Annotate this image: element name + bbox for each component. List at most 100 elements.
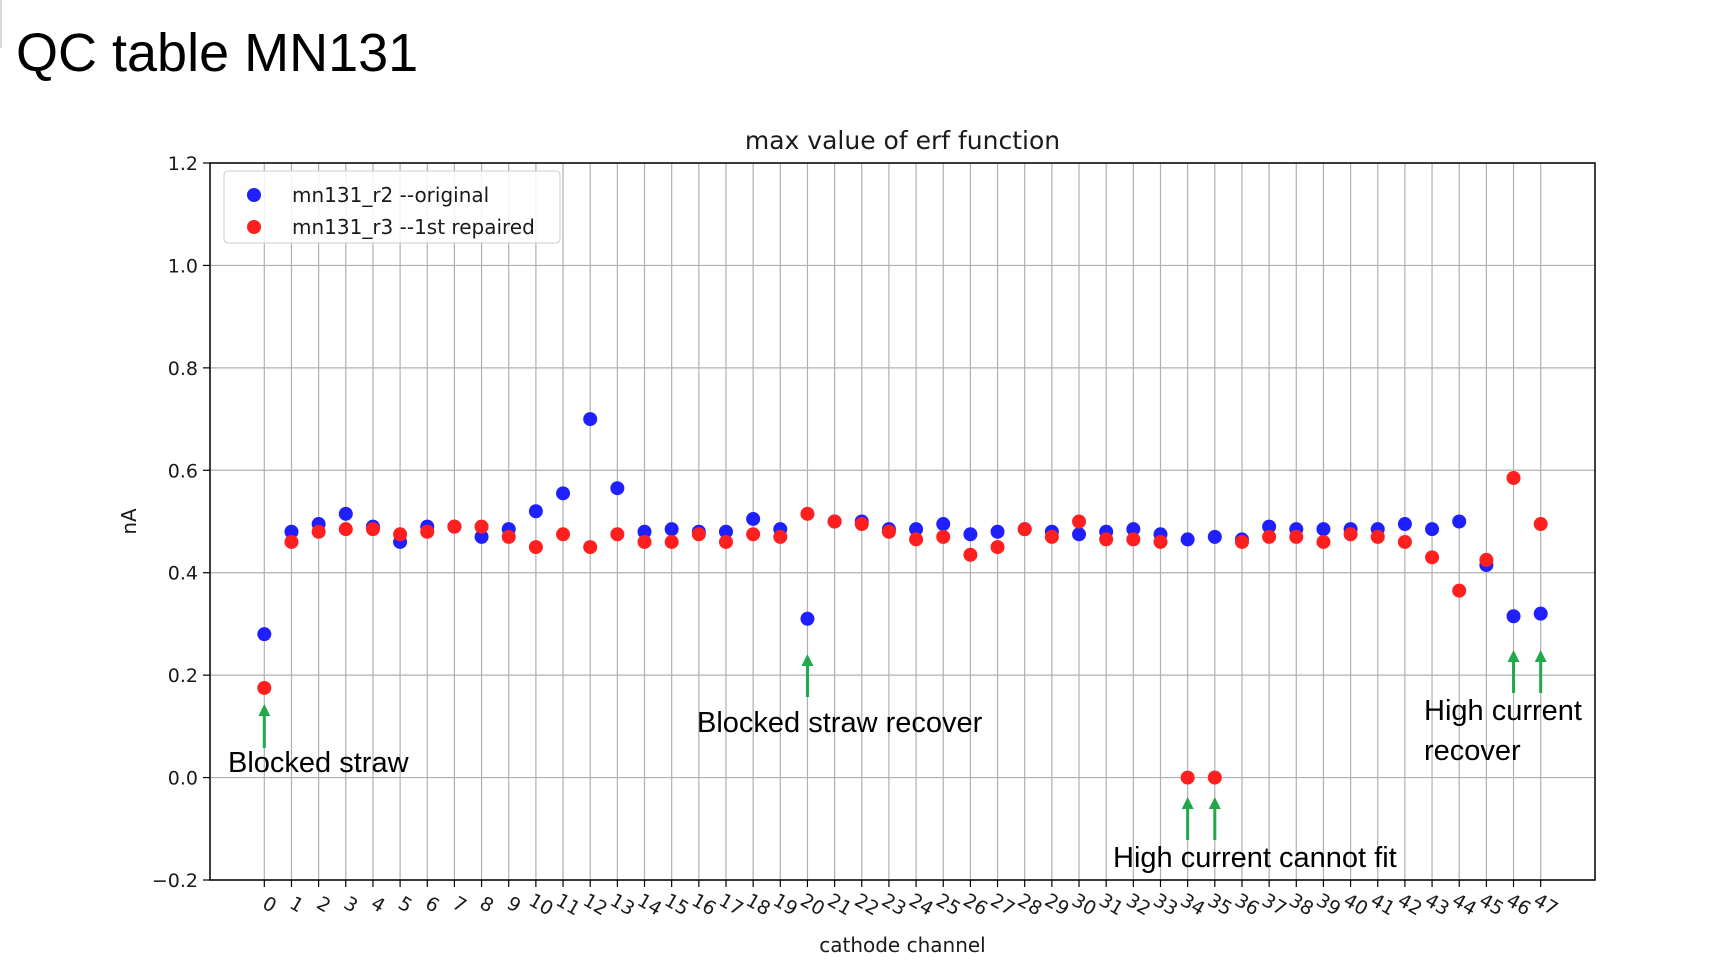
data-points <box>257 412 1548 785</box>
x-tick-label: 5 <box>394 892 415 917</box>
x-tick-label: 34 <box>1177 889 1209 920</box>
x-tick-label: 40 <box>1340 889 1372 920</box>
x-tick-label: 46 <box>1503 889 1535 920</box>
point-repaired <box>963 547 978 562</box>
annotation-blocked-straw: Blocked straw <box>228 747 410 779</box>
point-original <box>1425 522 1440 537</box>
chart-title: max value of erf function <box>745 126 1060 155</box>
point-repaired <box>1207 770 1222 785</box>
point-repaired <box>474 519 489 534</box>
annotation-arrow <box>1507 650 1520 693</box>
point-repaired <box>311 524 326 539</box>
x-tick-label: 26 <box>959 889 991 920</box>
x-tick-label: 39 <box>1312 889 1344 920</box>
point-repaired <box>1506 470 1521 485</box>
point-original <box>990 524 1005 539</box>
point-repaired <box>420 524 435 539</box>
x-tick-label: 37 <box>1258 889 1290 920</box>
x-tick-label: 8 <box>476 892 497 917</box>
y-axis-label: nA <box>117 508 141 535</box>
x-tick-label: 29 <box>1041 889 1073 920</box>
x-tick-label: 28 <box>1014 889 1046 920</box>
y-tick-label: 0.8 <box>168 358 198 380</box>
x-tick-label: 42 <box>1394 889 1426 920</box>
y-tick-label: 1.0 <box>168 255 198 277</box>
point-repaired <box>746 527 761 542</box>
x-tick-label: 22 <box>851 889 883 920</box>
point-repaired <box>1126 532 1141 547</box>
point-repaired <box>1044 529 1059 544</box>
annotation-high-current-cannot-fit: High current cannot fit <box>1113 842 1397 874</box>
legend-box <box>223 170 561 244</box>
legend-label-repaired: mn131_r3 --1st repaired <box>292 215 535 239</box>
x-tick-label: 6 <box>422 892 443 917</box>
x-tick-label: 16 <box>688 889 720 920</box>
x-tick-label: 4 <box>367 892 388 917</box>
legend-marker-original <box>247 188 261 202</box>
point-original <box>963 527 978 542</box>
slide-title: QC table MN131 <box>16 23 419 83</box>
point-original <box>583 412 598 427</box>
point-original <box>528 504 543 519</box>
annotation-arrow <box>1534 650 1547 693</box>
point-original <box>909 522 924 537</box>
point-repaired <box>800 506 815 521</box>
point-repaired <box>936 529 951 544</box>
point-repaired <box>827 514 842 529</box>
x-tick-label: 2 <box>313 892 334 917</box>
annotation-high-current-line2: recover <box>1424 735 1521 767</box>
point-repaired <box>1425 550 1440 565</box>
x-tick-label: 45 <box>1475 889 1507 920</box>
annotation-high-current-line1: High current <box>1424 695 1582 727</box>
point-original <box>1452 514 1467 529</box>
x-tick-label: 11 <box>552 889 584 920</box>
x-tick-label: 19 <box>769 889 801 920</box>
x-tick-label: 41 <box>1367 889 1399 920</box>
point-original <box>1180 532 1195 547</box>
point-original <box>637 524 652 539</box>
x-tick-label: 12 <box>579 889 611 920</box>
point-repaired <box>1479 552 1494 567</box>
point-repaired <box>528 540 543 555</box>
point-repaired <box>718 534 733 549</box>
point-original <box>746 511 761 526</box>
point-repaired <box>664 534 679 549</box>
point-repaired <box>854 517 869 532</box>
point-original <box>1126 522 1141 537</box>
point-repaired <box>501 529 516 544</box>
point-repaired <box>393 527 408 542</box>
annotation-arrow <box>1181 797 1194 840</box>
point-original <box>800 611 815 626</box>
point-original <box>1533 606 1548 621</box>
point-repaired <box>556 527 571 542</box>
x-tick-label: 1 <box>286 892 307 917</box>
point-repaired <box>691 527 706 542</box>
x-tick-label: 27 <box>987 889 1019 920</box>
y-tick-label: 1.2 <box>168 153 198 175</box>
point-original <box>718 524 733 539</box>
x-tick-label: 30 <box>1068 889 1100 920</box>
annotation-arrow <box>801 654 814 697</box>
point-repaired <box>338 522 353 537</box>
point-original <box>257 627 272 642</box>
point-original <box>1506 609 1521 624</box>
x-tick-label: 13 <box>606 889 638 920</box>
point-repaired <box>1099 532 1114 547</box>
y-tick-label: −0.2 <box>152 870 198 892</box>
point-repaired <box>257 680 272 695</box>
annotations: Blocked straw Blocked straw recover High… <box>228 695 1582 874</box>
x-tick-label: 24 <box>905 889 937 920</box>
point-repaired <box>447 519 462 534</box>
x-tick-label: 20 <box>796 889 828 920</box>
point-repaired <box>773 529 788 544</box>
grid-lines <box>210 162 1595 881</box>
point-repaired <box>1072 514 1087 529</box>
legend-label-original: mn131_r2 --original <box>292 183 489 207</box>
point-repaired <box>1452 583 1467 598</box>
y-tick-label: 0.2 <box>168 665 198 687</box>
point-original <box>1207 529 1222 544</box>
point-original <box>1072 527 1087 542</box>
point-repaired <box>881 524 896 539</box>
x-tick-label: 21 <box>824 889 856 920</box>
